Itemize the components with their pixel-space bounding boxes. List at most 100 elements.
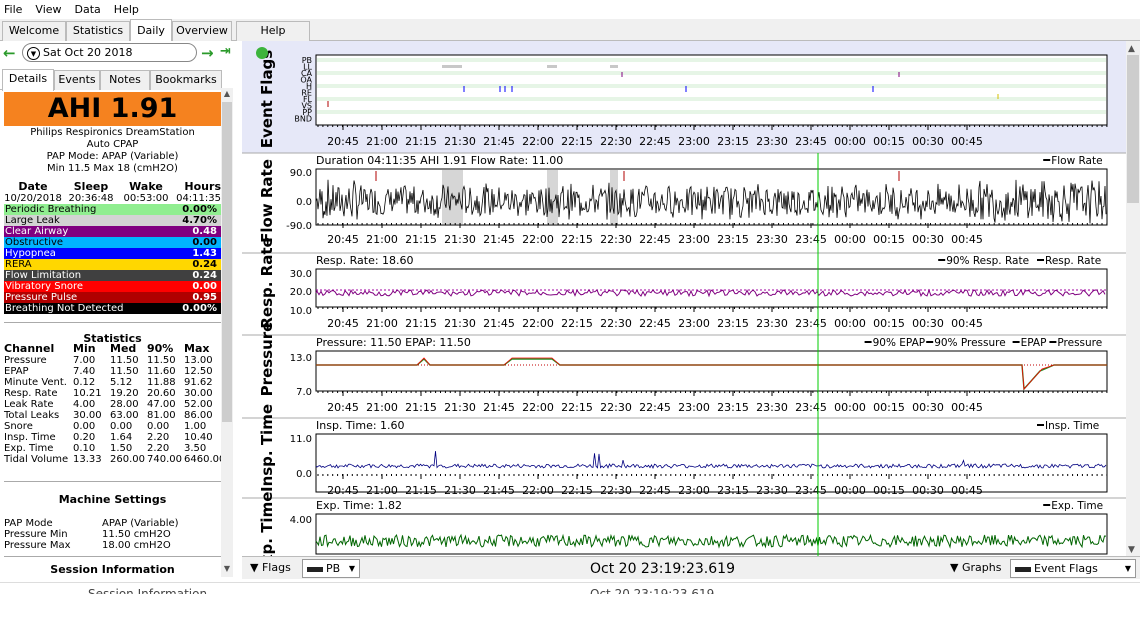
tab-bookmarks[interactable]: Bookmarks	[150, 70, 222, 90]
tab-notes[interactable]: Notes	[100, 70, 150, 90]
stats-cell: 30.00	[73, 410, 102, 421]
stats-cell: 0.00	[73, 421, 96, 432]
scroll-thumb[interactable]	[222, 102, 232, 422]
time-tick-label: 23:45	[795, 135, 827, 148]
event-value: 0.48	[192, 226, 217, 237]
flag-row-band	[317, 71, 1106, 75]
exp-time-legend: Exp. Time	[1051, 500, 1103, 512]
event-value: 0.00%	[182, 303, 217, 314]
machine-pressure: Min 11.5 Max 18 (cmH2O)	[47, 163, 178, 174]
graphs-select[interactable]: Event Flags ▼	[1010, 559, 1136, 578]
time-tick-label: 23:00	[678, 233, 710, 246]
tab-events[interactable]: Events	[54, 70, 100, 90]
next-day-arrow-icon[interactable]: →	[201, 44, 214, 62]
ytick: 11.0	[290, 434, 312, 445]
time-tick-label: 23:45	[795, 317, 827, 330]
ytick: 20.0	[290, 287, 312, 298]
stats-cell: 4.00	[73, 399, 96, 410]
event-row[interactable]: Clear Airway 0.48	[4, 226, 221, 237]
stats-cell: 28.00	[110, 399, 139, 410]
event-index-list: Periodic Breathing 0.00% Large Leak 4.70% Cl…	[4, 204, 221, 314]
graph-bottom-bar: ▼ Flags PB ▼ Oct 20 23:19:23.619 ▼ Graphs…	[242, 556, 1140, 579]
divider	[4, 481, 221, 482]
event-name: Pressure Pulse	[5, 292, 78, 303]
flag-row-label: LL	[303, 63, 312, 72]
time-tick-label: 22:15	[561, 317, 593, 330]
left-panel: ← ▼ Sat Oct 20 2018 → ⇥ Details Events No…	[0, 41, 241, 582]
stats-cell: 10.21	[73, 388, 102, 399]
pushpin-icon	[256, 47, 268, 59]
insp-time-info: Insp. Time: 1.60	[316, 419, 405, 432]
time-tick-label: 21:30	[444, 317, 476, 330]
tab-statistics[interactable]: Statistics	[66, 21, 130, 41]
insp-time-trace	[315, 451, 1107, 469]
event-value: 0.24	[192, 270, 217, 281]
stats-cell: 11.50	[110, 355, 139, 366]
time-tick-label: 23:15	[717, 233, 749, 246]
event-row[interactable]: Periodic Breathing 0.00%	[4, 204, 221, 215]
menu-view[interactable]: View	[35, 3, 62, 16]
scroll-down-icon[interactable]: ▼	[223, 564, 231, 573]
large-leak-flag	[442, 65, 462, 68]
flag-row-band	[317, 116, 1106, 121]
tab-daily[interactable]: Daily	[130, 19, 172, 42]
menu-file[interactable]: File	[4, 3, 23, 16]
flag-row-label: OA	[300, 76, 312, 85]
stats-row: Insp. Time 0.20 1.64 2.20 10.40	[4, 432, 221, 443]
event-row[interactable]: Large Leak 4.70%	[4, 215, 221, 226]
resp-rate-legend: Resp. Rate	[1045, 255, 1101, 267]
time-tick-label: 23:15	[717, 401, 749, 414]
event-row[interactable]: Flow Limitation 0.24	[4, 270, 221, 281]
event-row[interactable]: Obstructive 0.00	[4, 237, 221, 248]
setting-name: Pressure Min	[4, 529, 68, 540]
prev-day-arrow-icon[interactable]: ←	[3, 44, 16, 62]
machine-settings-table: PAP Mode APAP (Variable) Pressure Min 11.50…	[4, 518, 221, 551]
pressure-info: Pressure: 11.50 EPAP: 11.50	[316, 336, 471, 349]
event-row[interactable]: RERA 0.24	[4, 259, 221, 270]
date-picker[interactable]: ▼ Sat Oct 20 2018	[22, 43, 197, 62]
time-tick-label: 20:45	[327, 401, 359, 414]
pressure-legend: 90% Pressure	[934, 337, 1006, 349]
session-header-sleep: Sleep	[73, 180, 109, 193]
menu-help[interactable]: Help	[113, 3, 139, 16]
large-leak-flag	[547, 65, 557, 68]
tab-details[interactable]: Details	[2, 69, 54, 91]
time-tick-label: 21:30	[444, 484, 476, 497]
graphs-menu[interactable]: ▼ Graphs	[950, 559, 1001, 577]
time-tick-label: 00:30	[912, 401, 944, 414]
event-row[interactable]: Hypopnea 1.43	[4, 248, 221, 259]
flag-row-label: PP	[302, 108, 312, 117]
left-scrollbar[interactable]: ▲ ▼	[221, 88, 233, 577]
flags-select[interactable]: PB ▼	[302, 559, 360, 578]
time-tick-label: 21:00	[366, 484, 398, 497]
time-tick-label: 00:15	[873, 317, 905, 330]
tab-welcome[interactable]: Welcome	[2, 21, 66, 41]
scroll-up-icon[interactable]: ▲	[223, 89, 231, 98]
scroll-down-icon: ▼	[1128, 545, 1135, 555]
session-summary: Date Sleep Wake Hours 10/20/2018 20:36:4…	[4, 180, 221, 205]
stats-row: Pressure 7.00 11.50 11.50 13.00	[4, 355, 221, 366]
stats-row: Exp. Time 0.10 1.50 2.20 3.50	[4, 443, 221, 454]
time-tick-label: 23:45	[795, 233, 827, 246]
menu-data[interactable]: Data	[74, 3, 101, 16]
session-hours: 04:11:35	[176, 193, 221, 204]
event-row[interactable]: Pressure Pulse 0.95	[4, 292, 221, 303]
event-name: Vibratory Snore	[5, 281, 84, 292]
time-tick-label: 20:45	[327, 317, 359, 330]
event-row[interactable]: Breathing Not Detected 0.00%	[4, 303, 221, 314]
time-tick-label: 23:30	[756, 135, 788, 148]
time-tick-label: 22:30	[600, 401, 632, 414]
flags-menu[interactable]: ▼ Flags	[250, 559, 291, 577]
tab-help-browser[interactable]: Help Browser	[236, 21, 310, 55]
stats-cell: 19.20	[110, 388, 139, 399]
time-tick-label: 21:00	[366, 233, 398, 246]
last-day-arrow-icon[interactable]: ⇥	[220, 44, 231, 59]
tab-overview[interactable]: Overview	[172, 21, 232, 41]
event-value: 1.43	[192, 248, 217, 259]
menu-bar: File View Data Help	[0, 0, 1140, 19]
stats-cell: 0.12	[73, 377, 96, 388]
event-row[interactable]: Vibratory Snore 0.00	[4, 281, 221, 292]
detail-tabs: Details Events Notes Bookmarks	[0, 69, 233, 91]
time-tick-label: 22:15	[561, 135, 593, 148]
